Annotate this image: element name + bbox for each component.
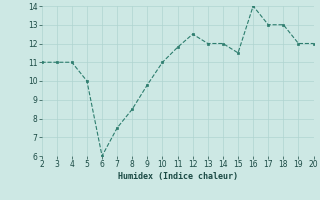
X-axis label: Humidex (Indice chaleur): Humidex (Indice chaleur): [118, 172, 237, 181]
